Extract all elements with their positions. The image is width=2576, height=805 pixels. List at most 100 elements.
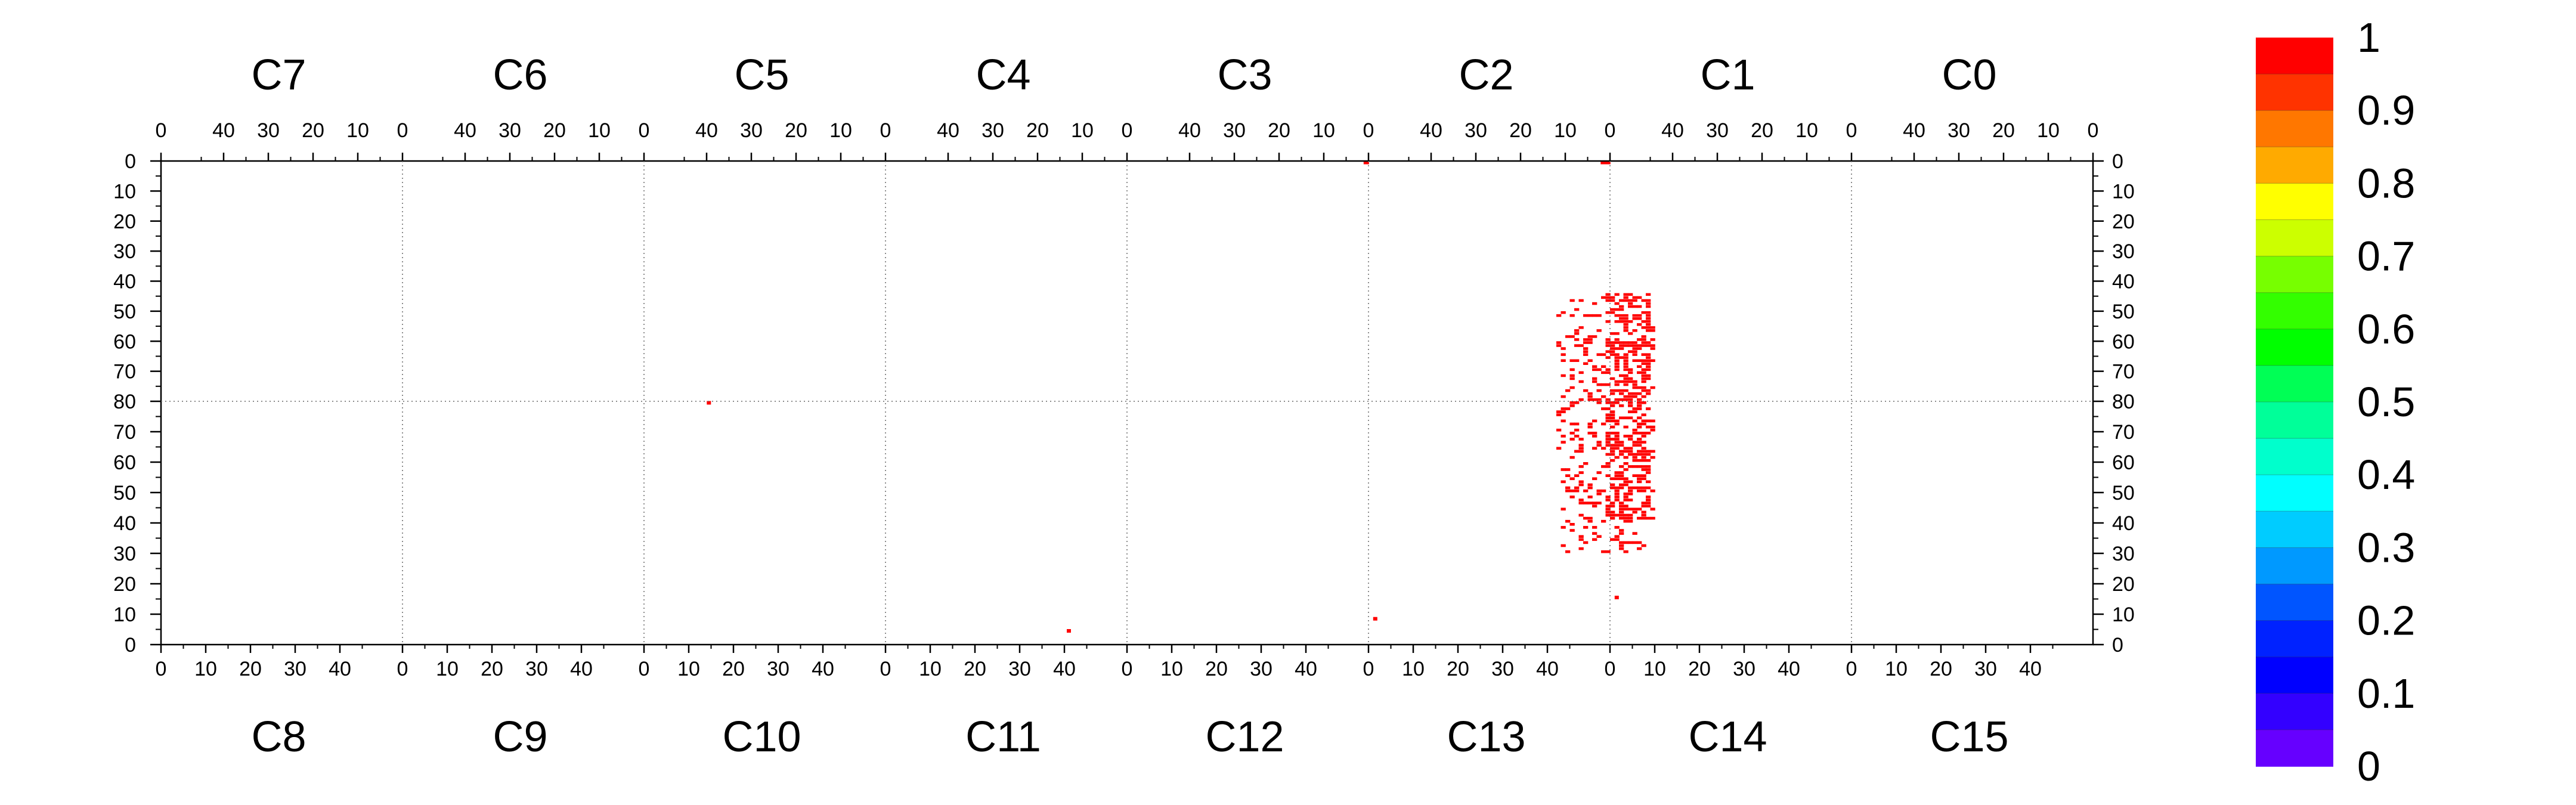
- hit-pixel: [1619, 441, 1624, 444]
- colorbar-segment: [2256, 256, 2333, 293]
- bottom-tick-label: 30: [1008, 658, 1031, 680]
- hit-pixel: [1619, 347, 1624, 350]
- hit-pixel: [1637, 438, 1642, 441]
- colorbar-label: 1: [2357, 14, 2380, 61]
- left-tick-label: 0: [125, 150, 136, 173]
- hit-pixel: [1574, 338, 1580, 341]
- hit-pixel: [1569, 529, 1575, 532]
- hit-pixel: [1592, 377, 1597, 380]
- hit-pixel: [1363, 160, 1369, 165]
- hit-pixel: [1637, 425, 1642, 429]
- hit-pixel: [1628, 299, 1633, 302]
- hit-pixel: [1574, 428, 1580, 432]
- hit-pixel: [1623, 507, 1628, 511]
- hit-pixel: [1605, 474, 1611, 477]
- colorbar-segment: [2256, 292, 2333, 330]
- hit-pixel: [1614, 538, 1620, 541]
- hit-pixel: [1596, 493, 1602, 496]
- hit-pixel: [1623, 516, 1628, 520]
- hit-pixel: [1578, 447, 1584, 450]
- hit-pixel: [1619, 513, 1624, 517]
- hit-pixel: [1641, 435, 1646, 438]
- colorbar-label: 0.4: [2357, 451, 2415, 498]
- hit-pixel: [1628, 371, 1633, 374]
- hit-pixel: [1610, 377, 1615, 380]
- hit-pixel: [1592, 447, 1597, 450]
- hit-pixel: [1641, 422, 1646, 426]
- hit-pixel: [1596, 329, 1602, 332]
- right-tick-label: 70: [2112, 421, 2135, 444]
- hit-pixel: [1619, 510, 1624, 514]
- hit-pixel: [1614, 474, 1620, 477]
- hit-pixel: [1600, 160, 1606, 165]
- hit-pixel: [1628, 404, 1633, 407]
- hit-pixel: [1646, 501, 1651, 504]
- hit-pixel: [1623, 299, 1628, 302]
- hit-pixel: [1578, 444, 1584, 447]
- hit-pixel: [1632, 407, 1637, 410]
- bottom-tick-label: 10: [1885, 658, 1908, 680]
- colorbar-segment: [2256, 475, 2333, 512]
- hit-pixel: [1619, 450, 1624, 453]
- right-tick-label: 0: [2112, 150, 2123, 173]
- hit-pixel: [1637, 547, 1642, 550]
- hit-pixel: [1646, 365, 1651, 368]
- hit-pixel: [1646, 374, 1651, 377]
- hit-pixel: [1619, 547, 1624, 550]
- hit-pixel: [1605, 407, 1611, 410]
- right-tick-label: 40: [2112, 512, 2135, 535]
- hit-pixel: [1605, 513, 1611, 517]
- bottom-tick-label: 0: [397, 658, 408, 680]
- hit-pixel: [1623, 320, 1628, 323]
- top-chip-label: C4: [976, 51, 1030, 99]
- top-tick-label: 0: [639, 119, 650, 142]
- hit-pixel: [1596, 389, 1602, 392]
- hit-pixel: [1565, 407, 1571, 410]
- hit-pixel: [1583, 338, 1589, 341]
- hit-pixel: [1574, 308, 1580, 311]
- hit-pixel: [1569, 523, 1575, 526]
- chip-labels: C7 C6 C5 C4 C3 C2 C1 C0 C8 C9 C10 C11 C12 C13 C14 C15: [251, 51, 2008, 761]
- hit-pixel: [1592, 335, 1597, 338]
- plot-frame: [160, 160, 2094, 646]
- hit-pixel: [1646, 314, 1651, 317]
- hit-pixel: [1610, 504, 1615, 507]
- hit-pixel: [1614, 347, 1620, 350]
- hit-pixel: [1569, 496, 1575, 499]
- bottom-tick-label: 20: [1688, 658, 1711, 680]
- hit-pixel: [1637, 404, 1642, 407]
- hit-pixel: [1561, 441, 1566, 444]
- top-tick-label: 40: [212, 119, 235, 142]
- hit-pixel: [1592, 435, 1597, 438]
- top-chip-label: C3: [1217, 51, 1272, 99]
- hit-pixel: [1623, 496, 1628, 499]
- colorbar-segment: [2256, 74, 2333, 111]
- hit-pixel: [1605, 368, 1611, 371]
- hit-pixel: [1646, 299, 1651, 302]
- hit-pixel: [1569, 299, 1575, 302]
- top-tick-label: 10: [2037, 119, 2060, 142]
- hit-pixel: [1623, 541, 1628, 544]
- hit-pixel: [1592, 501, 1597, 504]
- right-tick-label: 80: [2112, 391, 2135, 413]
- hit-pixel: [1637, 480, 1642, 484]
- hit-pixel: [1605, 350, 1611, 353]
- hit-pixel: [1619, 541, 1624, 544]
- colorbar-label: 0.6: [2357, 306, 2415, 352]
- hit-pixel: [1632, 456, 1637, 459]
- hit-pixel: [1637, 459, 1642, 462]
- hit-pixel: [1623, 356, 1628, 359]
- hit-pixel: [1637, 507, 1642, 511]
- hit-pixel: [1561, 544, 1566, 547]
- hit-pixel: [1632, 541, 1637, 544]
- hit-pixel: [1632, 347, 1637, 350]
- hit-pixel: [1569, 368, 1575, 371]
- hit-pixel: [1610, 425, 1615, 429]
- hit-pixel: [1561, 311, 1566, 314]
- hit-pixel: [1632, 395, 1637, 398]
- hit-pixel: [1650, 329, 1655, 332]
- hit-pixel: [1605, 296, 1611, 299]
- top-tick-label: 10: [1795, 119, 1818, 142]
- hit-pixel: [1650, 425, 1655, 429]
- hit-pixel: [1578, 547, 1584, 550]
